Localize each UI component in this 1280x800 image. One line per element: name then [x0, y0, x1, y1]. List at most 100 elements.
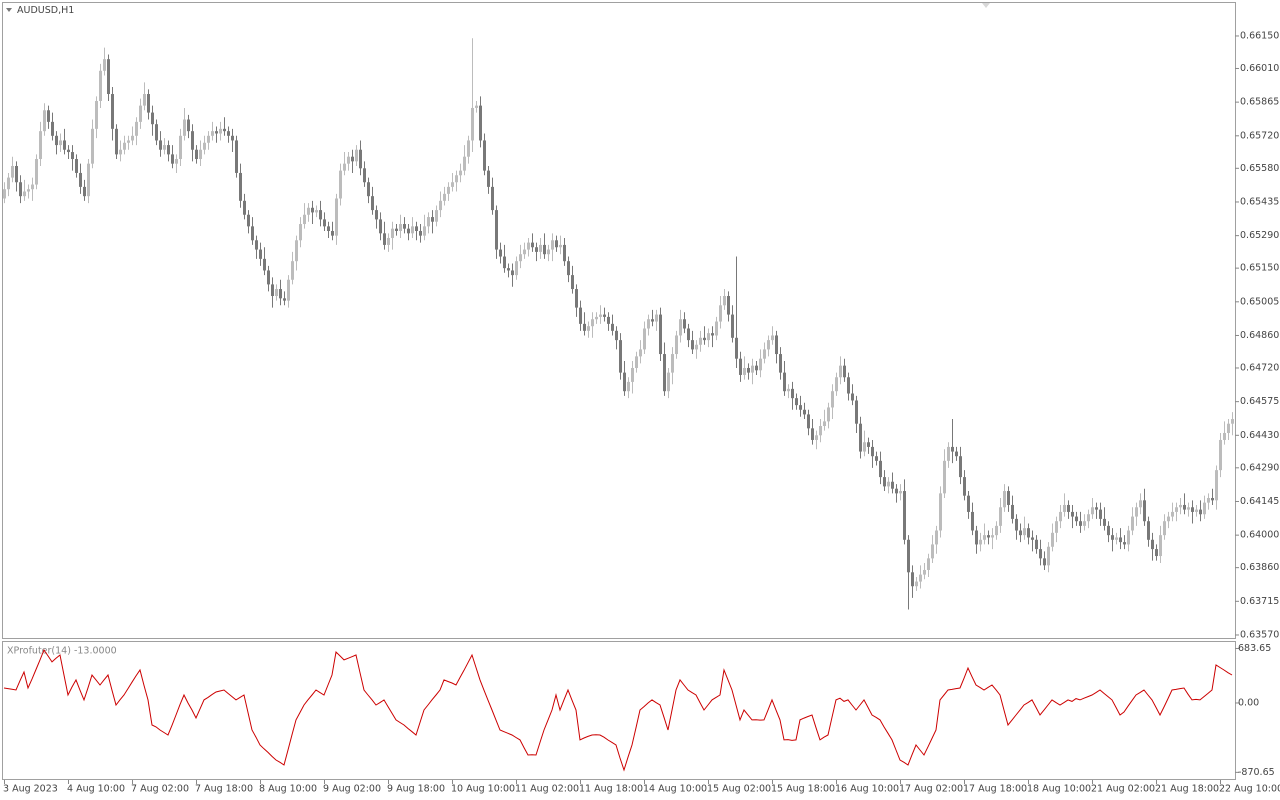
candle-body	[31, 184, 34, 190]
candle-body	[651, 319, 654, 322]
y-tick-label: 0.00	[1238, 697, 1259, 708]
symbol-menu-arrow[interactable]	[6, 8, 12, 12]
candle-body	[1199, 509, 1202, 515]
y-tick-label: 0.64430	[1240, 430, 1279, 441]
candle-body	[1007, 491, 1010, 505]
candle-body	[555, 240, 558, 248]
candle-body	[207, 135, 210, 143]
candle-body	[387, 237, 390, 245]
candle-body	[407, 228, 410, 234]
candle-body	[783, 372, 786, 392]
candle-body	[1143, 500, 1146, 522]
candle-body	[599, 314, 602, 317]
candle-body	[715, 321, 718, 336]
candle-body	[919, 574, 922, 582]
candle-body	[899, 491, 902, 494]
y-tick-label: 0.64145	[1240, 496, 1279, 507]
candle-body	[1159, 535, 1162, 557]
candle-body	[547, 249, 550, 255]
candle-body	[979, 539, 982, 545]
candle-body	[823, 421, 826, 427]
candle-body	[1047, 546, 1050, 566]
candle-body	[675, 335, 678, 355]
candle-body	[11, 165, 14, 178]
candle-body	[667, 372, 670, 392]
candle-body	[879, 460, 882, 478]
candle-body	[907, 539, 910, 573]
candle-body	[1031, 537, 1034, 540]
candle-body	[487, 170, 490, 187]
candle-body	[1123, 542, 1126, 545]
candle-body	[243, 200, 246, 215]
candle-body	[739, 358, 742, 375]
candle-body	[99, 70, 102, 101]
candle-body	[635, 356, 638, 368]
x-tick-label: 21 Aug 02:00	[1091, 784, 1155, 795]
candle-body	[815, 435, 818, 440]
candle-body	[887, 481, 890, 487]
candle-body	[679, 319, 682, 336]
indicator-title: XProfuter(14) -13.0000	[7, 646, 117, 657]
candle-body	[255, 240, 258, 250]
candle-body	[575, 289, 578, 308]
candle-body	[1151, 539, 1154, 550]
candle-body	[939, 493, 942, 531]
candle-body	[403, 224, 406, 229]
candle-body	[1083, 521, 1086, 526]
candle-body	[351, 156, 354, 162]
candle-body	[719, 305, 722, 322]
candle-body	[1027, 528, 1030, 538]
candle-body	[79, 172, 82, 187]
candle-body	[55, 135, 58, 146]
candle-body	[143, 94, 146, 106]
candle-body	[223, 128, 226, 132]
candle-body	[495, 210, 498, 250]
y-tick-label: 0.66010	[1240, 63, 1279, 74]
candle-body	[1095, 507, 1098, 510]
indicator-line	[3, 648, 1233, 772]
candle-body	[175, 159, 178, 164]
candle-body	[27, 189, 30, 192]
chart-title: AUDUSD,H1	[17, 5, 74, 16]
candle-body	[1139, 500, 1142, 508]
candle-body	[1111, 535, 1114, 540]
candle-body	[535, 247, 538, 252]
candle-body	[1119, 537, 1122, 543]
candle-body	[695, 344, 698, 350]
candle-body	[871, 446, 874, 457]
candle-body	[1071, 511, 1074, 517]
candle-body	[847, 377, 850, 394]
candle-body	[1215, 470, 1218, 501]
x-tick-label: 18 Aug 10:00	[1027, 784, 1091, 795]
candle-body	[1223, 432, 1226, 440]
candle-body	[759, 358, 762, 371]
candle-body	[443, 193, 446, 201]
candle-body	[463, 156, 466, 171]
x-tick-label: 16 Aug 10:00	[835, 784, 899, 795]
candle-body	[95, 100, 98, 129]
x-tick-label: 7 Aug 02:00	[131, 784, 189, 795]
candle-body	[1175, 507, 1178, 512]
y-tick-label: 0.65290	[1240, 230, 1279, 241]
candle-body	[579, 307, 582, 324]
candle-body	[239, 172, 242, 201]
candle-body	[339, 170, 342, 199]
candle-body	[511, 270, 514, 276]
candle-body	[1067, 504, 1070, 512]
candle-body	[267, 270, 270, 285]
candle-body	[1011, 504, 1014, 519]
x-tick-label: 11 Aug 18:00	[579, 784, 643, 795]
candle-body	[295, 240, 298, 262]
candle-body	[435, 210, 438, 222]
candle-body	[751, 365, 754, 373]
candle-body	[139, 105, 142, 122]
y-tick-label: 0.65865	[1240, 97, 1279, 108]
x-tick-label: 21 Aug 18:00	[1155, 784, 1219, 795]
candle-body	[163, 145, 166, 150]
candle-body	[1131, 516, 1134, 531]
price-panel-frame	[2, 2, 1236, 639]
candle-body	[551, 240, 554, 250]
candle-body	[1099, 509, 1102, 519]
candle-body	[1107, 525, 1110, 536]
